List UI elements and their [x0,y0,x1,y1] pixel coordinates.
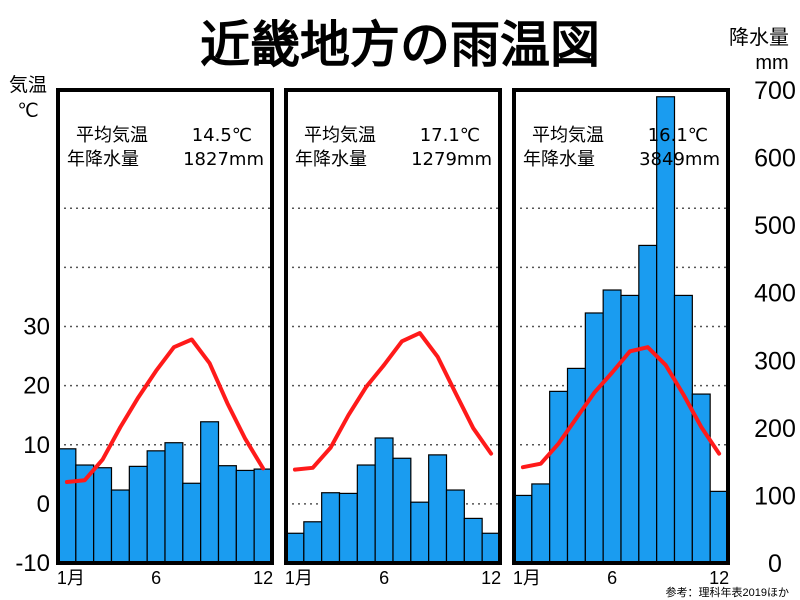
precip-bar-month-4 [566,367,586,564]
right-axis-tick-label: 500 [754,212,796,240]
x-tick-label: 6 [607,568,617,588]
precip-value: 1279mm [411,149,492,170]
right-axis-label-line2: mm [755,52,788,74]
precip-bar-month-9 [200,421,220,564]
right-axis-tick-label: 100 [754,482,796,510]
precipitation-bars [285,437,501,564]
precip-bar-month-1 [513,494,533,564]
panel-2: 平均気温 17.1℃ 年降水量 1279mm 1月 6 12 [284,88,502,588]
precip-bar-month-9 [428,454,448,564]
precip-value: 3849mm [639,149,720,170]
left-axis-label-line2: ℃ [17,101,38,122]
left-axis-label-line1: 気温 [9,74,47,96]
precip-label: 年降水量 [523,149,595,170]
precip-label: 年降水量 [295,149,367,170]
chart-panels: 平均気温 14.5℃ 年降水量 1827mm 1月 6 12 平均気温 17.1℃ 年降水量 127… [56,88,730,588]
precip-bar-month-5 [584,312,604,564]
panel-frame [284,88,502,565]
temperature-line [292,331,494,472]
precip-bar-month-12 [481,532,501,564]
temperature-line [520,345,722,470]
precip-bar-month-8 [410,501,430,564]
precip-bar-month-1 [285,532,305,564]
left-axis-tick-label: 20 [23,373,50,400]
precip-bar-month-7 [164,442,184,564]
source-note: 参考：理科年表2019ほか [666,585,789,599]
x-tick-label: 6 [151,568,161,588]
chart-title: 近畿地方の雨温図 [200,16,600,74]
precip-bar-month-12 [709,490,729,564]
precip-bar-month-6 [374,437,394,564]
precip-bar-month-2 [531,483,551,564]
panel-1: 平均気温 14.5℃ 年降水量 1827mm 1月 6 12 [56,88,274,588]
precip-bar-month-7 [392,457,412,564]
precip-bar-month-10 [217,465,237,564]
temp-value: 16.1℃ [648,125,708,146]
right-axis-tick-label: 600 [754,145,796,173]
precip-bar-month-3 [93,467,113,564]
precipitation-bars [57,421,273,564]
right-axis-tick-label: 300 [754,347,796,375]
precip-bar-month-8 [182,482,202,564]
precip-bar-month-3 [549,390,569,564]
precip-bar-month-11 [235,469,255,564]
left-axis-tick-label: 30 [23,314,50,341]
x-tick-label: 12 [709,568,729,588]
panel-frame [512,88,730,565]
right-axis-tick-label: 200 [754,415,796,443]
precip-bar-month-6 [602,289,622,564]
temp-label: 平均気温 [304,125,376,146]
left-axis-tick-label: -10 [15,550,50,577]
x-tick-label: 1月 [513,568,541,588]
left-axis-tick-label: 0 [37,491,50,518]
precip-bar-month-1 [57,448,77,564]
precip-bar-month-2 [303,521,323,564]
temp-value: 17.1℃ [420,125,480,146]
precip-bar-month-4 [338,492,358,564]
temp-label: 平均気温 [76,125,148,146]
precip-label: 年降水量 [67,149,139,170]
precip-bar-month-10 [445,489,465,564]
x-tick-label: 12 [253,568,273,588]
right-axis-label-line1: 降水量 [729,26,789,49]
x-tick-label: 1月 [57,568,85,588]
panel-frame [56,88,274,565]
x-tick-label: 1月 [285,568,313,588]
temperature-line [64,337,266,484]
precip-bar-month-10 [673,294,693,564]
right-axis-tick-label: 400 [754,280,796,308]
left-axis-tick-label: 10 [23,432,50,459]
precip-bar-month-3 [321,492,341,564]
precip-bar-month-5 [128,465,148,564]
panel-3: 平均気温 16.1℃ 年降水量 3849mm 1月 6 12 [512,88,730,588]
precipitation-bars [513,96,729,564]
right-axis-tick-label: 0 [768,550,782,578]
x-tick-label: 6 [379,568,389,588]
precip-bar-month-5 [356,464,376,564]
x-tick-label: 12 [481,568,501,588]
precip-bar-month-7 [620,294,640,564]
precip-bar-month-4 [110,489,130,564]
temp-label: 平均気温 [532,125,604,146]
precip-bar-month-11 [463,517,483,564]
precip-bar-month-12 [253,468,273,564]
right-axis-ticks: 700 600 500 400 300 200 100 0 [754,77,796,578]
precip-bar-month-6 [146,450,166,564]
precip-bar-month-8 [638,244,658,564]
left-axis-ticks: 30 20 10 0 -10 [15,314,50,578]
temp-value: 14.5℃ [192,125,252,146]
right-axis-tick-label: 700 [754,77,796,105]
precip-value: 1827mm [183,149,264,170]
